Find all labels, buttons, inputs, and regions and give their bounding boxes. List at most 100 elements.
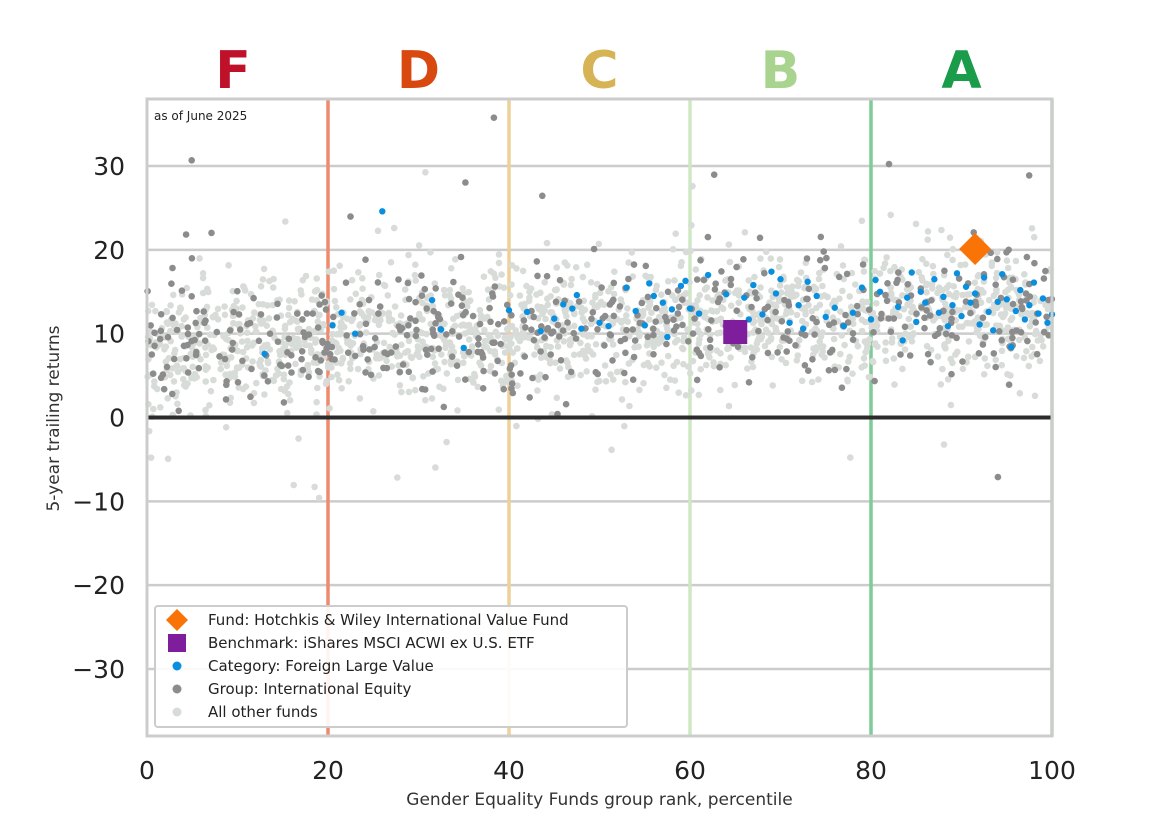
point-other-1218 <box>533 291 540 298</box>
point-other-1295 <box>534 303 541 310</box>
point-category-5 <box>428 296 436 304</box>
point-group-177 <box>992 363 999 371</box>
point-other-820 <box>727 302 735 310</box>
point-category-49 <box>867 316 875 323</box>
point-other-1502 <box>188 374 195 382</box>
point-group-140 <box>314 324 322 331</box>
point-other-1284 <box>837 308 844 315</box>
point-category-36 <box>768 268 775 275</box>
point-other-1558 <box>360 313 368 321</box>
point-other-1467 <box>196 340 203 347</box>
point-other-159 <box>626 402 633 410</box>
point-other-668 <box>487 362 495 370</box>
y-tick-2: −10 <box>72 487 125 516</box>
point-group-433 <box>500 318 508 325</box>
point-other-269 <box>214 305 222 313</box>
points-category <box>261 208 1056 357</box>
point-other-1639 <box>776 256 784 263</box>
point-group-206 <box>491 370 499 377</box>
point-group-217 <box>792 342 799 349</box>
point-other-1140 <box>661 371 668 379</box>
point-group-144 <box>756 234 764 242</box>
point-other-1247 <box>221 303 228 310</box>
point-other-1529 <box>571 322 578 330</box>
point-group-230 <box>447 300 455 307</box>
point-other-804 <box>579 273 587 281</box>
point-other-1067 <box>221 311 229 319</box>
point-group-219 <box>312 354 319 361</box>
point-other-1656 <box>337 329 344 336</box>
legend-label-0: Fund: Hotchkis & Wiley International Val… <box>208 611 569 629</box>
point-other-1642 <box>684 326 691 333</box>
point-group-430 <box>567 368 575 376</box>
point-other-588 <box>899 365 906 373</box>
point-other-1294 <box>513 422 520 430</box>
point-other-406 <box>459 285 467 292</box>
point-group-372 <box>192 319 199 327</box>
point-other-1419 <box>461 352 468 360</box>
point-group-401 <box>953 334 960 342</box>
point-other-1693 <box>808 308 816 315</box>
point-other-413 <box>162 343 170 351</box>
point-group-228 <box>450 278 457 286</box>
point-group-155 <box>362 369 369 376</box>
point-group-256 <box>462 179 469 186</box>
point-other-812 <box>352 290 360 298</box>
point-group-429 <box>299 366 307 374</box>
point-group-369 <box>412 298 419 306</box>
point-other-522 <box>975 271 982 279</box>
point-group-498 <box>893 279 900 287</box>
point-group-182 <box>897 351 904 358</box>
point-group-434 <box>1019 305 1026 313</box>
point-other-1299 <box>310 359 318 366</box>
point-other-697 <box>563 312 570 320</box>
point-category-62 <box>944 322 952 330</box>
point-other-96 <box>1028 225 1036 232</box>
point-group-205 <box>300 329 307 336</box>
point-group-507 <box>517 370 524 377</box>
point-other-442 <box>546 359 554 367</box>
point-other-1203 <box>411 271 419 279</box>
point-other-1045 <box>1007 284 1015 291</box>
point-other-1052 <box>1025 362 1033 370</box>
point-group-168 <box>764 303 772 311</box>
point-group-14 <box>305 373 312 381</box>
point-other-1197 <box>930 270 937 278</box>
point-other-1224 <box>688 387 695 394</box>
point-other-1192 <box>454 376 462 384</box>
point-group-169 <box>294 310 301 317</box>
point-other-111 <box>554 343 562 350</box>
point-other-286 <box>285 297 293 304</box>
point-other-1664 <box>990 292 998 300</box>
point-other-1043 <box>562 357 570 364</box>
plot-frame <box>145 97 1054 738</box>
point-group-141 <box>1040 275 1048 282</box>
point-other-1374 <box>905 333 913 341</box>
point-category-75 <box>1003 296 1010 303</box>
point-other-148 <box>422 169 429 176</box>
point-other-1421 <box>230 319 237 327</box>
point-group-389 <box>716 364 723 371</box>
point-category-20 <box>641 322 648 329</box>
point-group-113 <box>508 380 516 387</box>
point-other-833 <box>793 311 801 319</box>
point-group-518 <box>459 311 467 319</box>
point-other-523 <box>257 283 265 290</box>
point-other-1446 <box>281 387 289 395</box>
point-group-379 <box>629 376 637 384</box>
point-other-1116 <box>261 391 268 398</box>
point-group-506 <box>883 297 891 305</box>
point-group-479 <box>616 303 624 310</box>
point-other-1164 <box>508 281 515 288</box>
point-group-119 <box>786 337 793 345</box>
point-other-1424 <box>677 262 685 270</box>
point-other-800 <box>923 342 931 350</box>
point-other-1480 <box>944 251 951 259</box>
point-other-412 <box>965 338 973 345</box>
point-other-59 <box>497 377 505 385</box>
point-category-11 <box>551 315 558 322</box>
point-other-1578 <box>313 286 321 294</box>
point-other-996 <box>618 319 625 326</box>
point-group-310 <box>843 270 851 278</box>
point-other-748 <box>713 347 721 354</box>
